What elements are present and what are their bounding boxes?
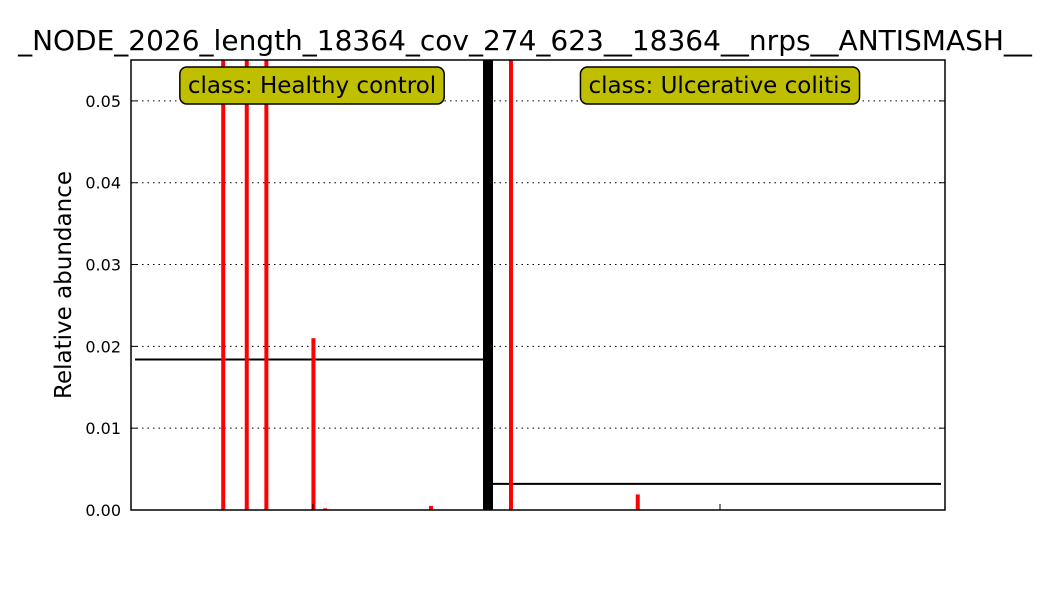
- bar: [221, 60, 226, 510]
- y-tick-label: 0.02: [85, 337, 121, 356]
- chart-title: _NODE_2026_length_18364_cov_274_623__183…: [17, 24, 1033, 57]
- class-label-box: class: Healthy control: [179, 66, 445, 105]
- plot-frame: [130, 59, 946, 511]
- grid: [131, 100, 945, 429]
- bar: [635, 494, 640, 510]
- class-labels: class: Healthy control class: Ulcerative …: [179, 66, 861, 105]
- class-label-background: [179, 66, 445, 105]
- bar: [429, 505, 434, 510]
- bars: [221, 60, 640, 510]
- y-ticks: 0.00 0.01 0.02 0.03 0.04 0.05: [85, 92, 945, 520]
- y-tick-label: 0.00: [85, 501, 121, 520]
- y-tick-label: 0.05: [85, 92, 121, 111]
- class-means: [135, 358, 941, 485]
- y-axis-label: Relative abundance: [51, 171, 77, 399]
- class-separator-bar: [483, 60, 493, 510]
- x-ticks: [312, 504, 721, 510]
- class-label-box: class: Ulcerative colitis: [579, 66, 861, 105]
- y-tick-label: 0.04: [85, 174, 121, 193]
- bar: [311, 338, 316, 510]
- y-tick-label: 0.01: [85, 419, 121, 438]
- class-label: class: Healthy control: [188, 73, 436, 99]
- class-label-background: [579, 66, 861, 105]
- bar: [264, 60, 269, 510]
- class-separator: [483, 60, 493, 510]
- class-label: class: Ulcerative colitis: [588, 73, 851, 99]
- bar: [323, 508, 328, 510]
- bar: [244, 60, 249, 510]
- y-tick-label: 0.03: [85, 256, 121, 275]
- bar: [508, 60, 513, 510]
